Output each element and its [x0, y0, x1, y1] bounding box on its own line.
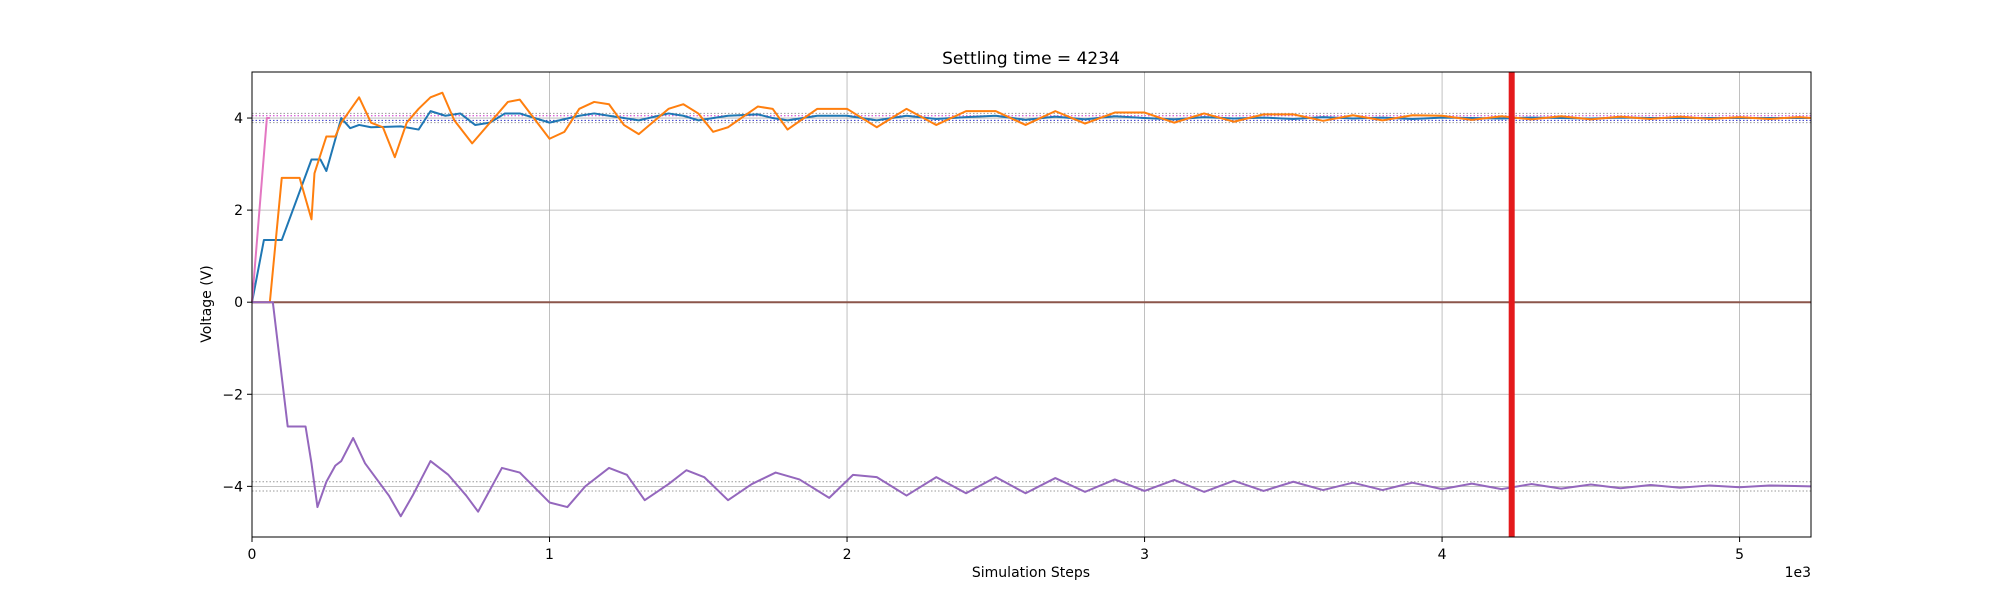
y-tick-label: −2 [222, 387, 243, 403]
y-tick-label: 2 [234, 203, 243, 219]
x-tick-label: 2 [843, 547, 852, 563]
x-tick-label: 3 [1140, 547, 1149, 563]
x-axis-label: Simulation Steps [972, 565, 1090, 581]
series-line-5 [252, 301, 1812, 518]
x-tick-label: 5 [1735, 547, 1744, 563]
x-axis-offset-text: 1e3 [1785, 565, 1811, 581]
y-tick-label: −4 [222, 479, 243, 495]
axis-ticks: 0 1 2 3 4 5 −4 −2 0 2 4 [222, 111, 1744, 563]
plot-area [252, 72, 1811, 537]
plot-frame [251, 71, 1812, 538]
y-tick-label: 0 [234, 295, 243, 311]
x-tick-label: 0 [248, 547, 257, 563]
y-tick-label: 4 [234, 111, 243, 127]
series-lines [251, 91, 1812, 518]
series-line-3 [251, 117, 270, 303]
chart-title: Settling time = 4234 [942, 49, 1120, 69]
reference-lines [252, 112, 1811, 492]
x-tick-label: 4 [1438, 547, 1447, 563]
x-tick-label: 1 [545, 547, 554, 563]
series-line-2 [252, 91, 1812, 304]
y-axis-label: Voltage (V) [199, 265, 215, 342]
